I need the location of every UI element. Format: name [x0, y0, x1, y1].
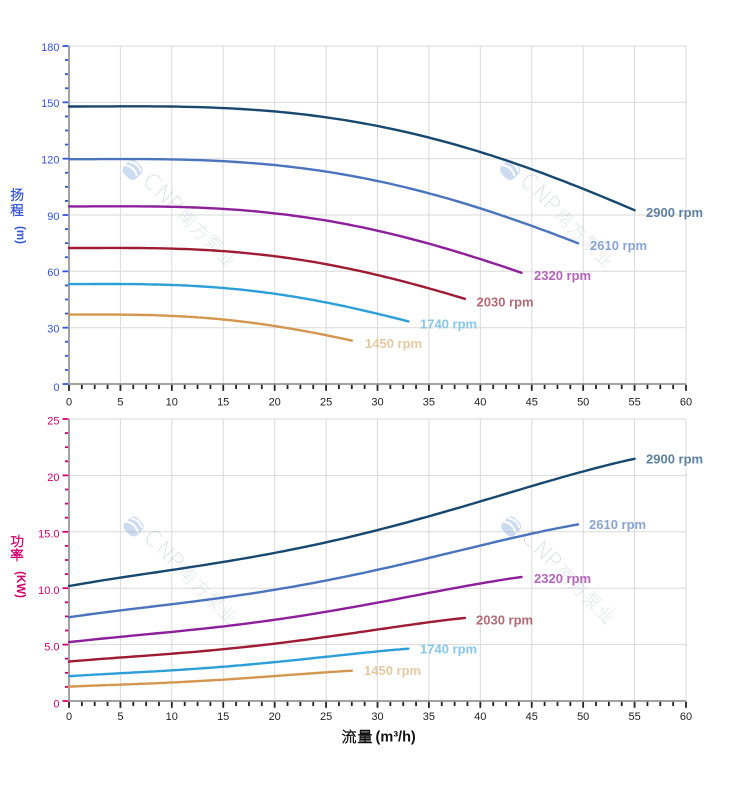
svg-text:15.0: 15.0 — [38, 529, 59, 541]
svg-text:20: 20 — [269, 396, 281, 408]
svg-text:30: 30 — [371, 711, 383, 723]
svg-text:45: 45 — [526, 396, 538, 408]
svg-text:50: 50 — [577, 711, 589, 723]
svg-text:90: 90 — [47, 211, 59, 223]
svg-text:1450 rpm: 1450 rpm — [365, 336, 422, 351]
svg-text:(KW): (KW) — [14, 571, 26, 598]
svg-text:20: 20 — [47, 472, 59, 484]
svg-text:2610 rpm: 2610 rpm — [590, 238, 647, 253]
svg-text:35: 35 — [423, 711, 435, 723]
svg-text:1740 rpm: 1740 rpm — [420, 642, 477, 657]
svg-text:2320 rpm: 2320 rpm — [534, 268, 591, 283]
svg-text:120: 120 — [41, 155, 59, 167]
svg-text:55: 55 — [628, 396, 640, 408]
svg-text:45: 45 — [526, 711, 538, 723]
svg-text:10.0: 10.0 — [38, 585, 59, 597]
svg-text:(m³/h): (m³/h) — [376, 730, 416, 746]
svg-text:60: 60 — [47, 267, 59, 279]
svg-text:2320 rpm: 2320 rpm — [534, 571, 591, 586]
svg-text:0: 0 — [53, 382, 59, 394]
svg-text:10: 10 — [166, 711, 178, 723]
svg-text:50: 50 — [577, 396, 589, 408]
svg-text:5.0: 5.0 — [44, 641, 59, 653]
svg-text:25: 25 — [320, 711, 332, 723]
svg-text:0: 0 — [66, 396, 72, 408]
svg-text:25: 25 — [320, 396, 332, 408]
svg-text:40: 40 — [474, 711, 486, 723]
svg-text:55: 55 — [628, 711, 640, 723]
svg-text:(m): (m) — [14, 226, 26, 244]
svg-text:30: 30 — [371, 396, 383, 408]
svg-text:0: 0 — [53, 698, 59, 710]
svg-text:2900 rpm: 2900 rpm — [646, 205, 703, 220]
svg-text:30: 30 — [47, 324, 59, 336]
svg-text:1740 rpm: 1740 rpm — [420, 317, 477, 332]
svg-text:5: 5 — [117, 711, 123, 723]
svg-text:2610 rpm: 2610 rpm — [589, 517, 646, 532]
svg-text:60: 60 — [680, 396, 692, 408]
svg-text:2900 rpm: 2900 rpm — [646, 452, 703, 467]
svg-text:10: 10 — [166, 396, 178, 408]
svg-text:5: 5 — [117, 396, 123, 408]
svg-text:0: 0 — [66, 711, 72, 723]
svg-text:40: 40 — [474, 396, 486, 408]
svg-text:15: 15 — [217, 711, 229, 723]
svg-text:180: 180 — [41, 42, 59, 54]
svg-text:20: 20 — [269, 711, 281, 723]
svg-text:2030 rpm: 2030 rpm — [477, 295, 534, 310]
svg-text:60: 60 — [680, 711, 692, 723]
svg-text:2030 rpm: 2030 rpm — [476, 613, 533, 628]
svg-text:15: 15 — [217, 396, 229, 408]
svg-text:150: 150 — [41, 98, 59, 110]
svg-text:1450 rpm: 1450 rpm — [364, 663, 421, 678]
svg-text:25: 25 — [47, 416, 59, 428]
svg-text:35: 35 — [423, 396, 435, 408]
